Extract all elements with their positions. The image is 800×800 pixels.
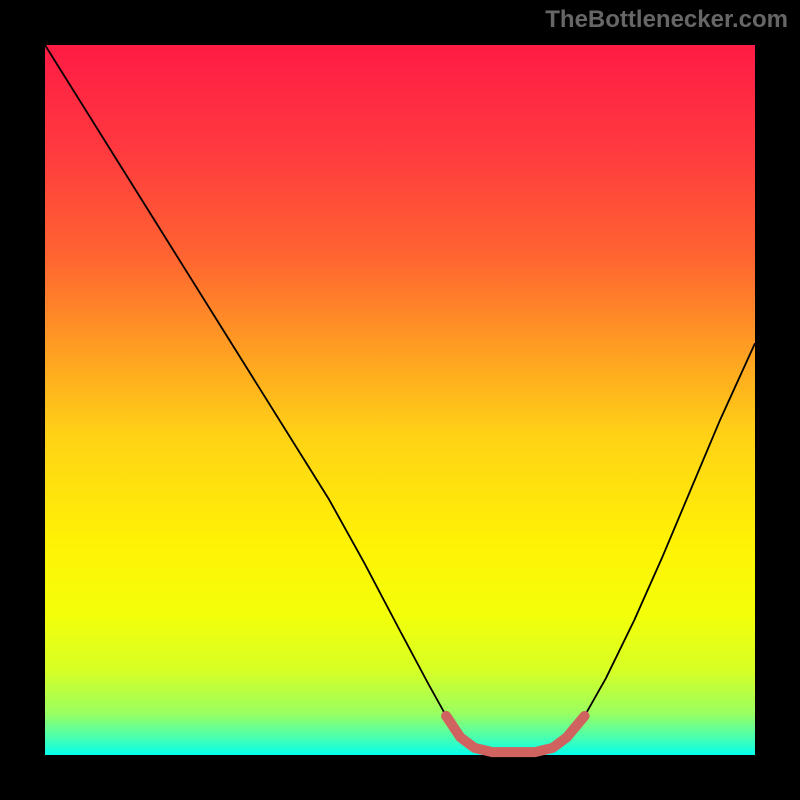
bottleneck-chart: TheBottlenecker.com [0, 0, 800, 800]
plot-background [45, 45, 755, 755]
chart-svg [0, 0, 800, 800]
